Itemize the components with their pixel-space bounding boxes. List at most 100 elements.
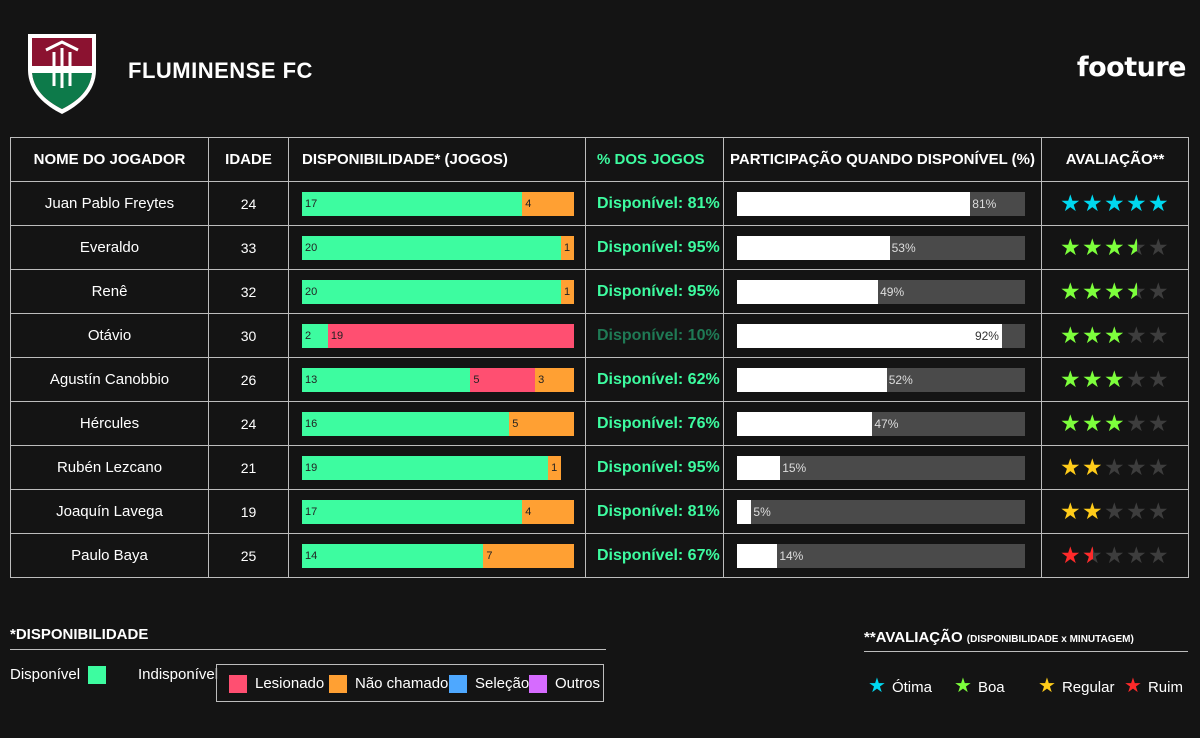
star-icon: ★ xyxy=(1126,542,1149,568)
star-icon: ★ xyxy=(1126,322,1149,348)
available-segment: 19 xyxy=(302,455,549,480)
selection-swatch xyxy=(449,675,467,694)
rating-excellent: ★ Ótima xyxy=(868,673,932,698)
star-excellent-icon: ★ xyxy=(868,675,886,697)
participation-label: 53% xyxy=(891,240,916,255)
participation-fill xyxy=(737,411,873,436)
availability-pct: Disponível: 95% xyxy=(585,225,724,270)
availability-cell: 17 4 xyxy=(288,489,586,534)
player-age: 24 xyxy=(208,401,289,446)
rating-stars: ★★★★★ xyxy=(1041,357,1189,402)
star-icon: ★ xyxy=(1104,190,1127,216)
participation-bar: 53% xyxy=(737,235,1025,260)
rating-regular: ★ Regular xyxy=(1038,673,1114,698)
participation-bar: 49% xyxy=(737,279,1025,304)
participation-cell: 52% xyxy=(723,357,1042,402)
participation-label: 47% xyxy=(874,416,899,431)
star-icon: ★★ xyxy=(1082,542,1105,568)
table-row: Rubén Lezcano 21 19 1 Disponível: 95% 15% ★★★★… xyxy=(10,445,1189,490)
legend-selection-label: Seleção xyxy=(475,675,530,692)
player-name: Juan Pablo Freytes xyxy=(10,181,209,226)
participation-bar: 5% xyxy=(737,499,1025,524)
availability-cell: 20 1 xyxy=(288,269,586,314)
player-age: 32 xyxy=(208,269,289,314)
header-rating: AVALIAÇÃO** xyxy=(1041,137,1189,182)
participation-label: 49% xyxy=(880,284,905,299)
not-called-segment: 4 xyxy=(522,499,574,524)
availability-cell: 2 19 xyxy=(288,313,586,358)
header: FLUMINENSE FC footure xyxy=(0,0,1200,130)
star-icon: ★ xyxy=(1060,234,1083,260)
legend-injured-label: Lesionado xyxy=(255,675,325,692)
star-icon: ★ xyxy=(1148,542,1171,568)
availability-pct: Disponível: 81% xyxy=(585,489,724,534)
star-icon: ★ xyxy=(1148,234,1171,260)
availability-pct: Disponível: 95% xyxy=(585,269,724,314)
player-name: Renê xyxy=(10,269,209,314)
brand-logo: footure xyxy=(1076,52,1187,83)
star-icon: ★ xyxy=(1148,366,1171,392)
participation-cell: 53% xyxy=(723,225,1042,270)
rating-excellent-label: Ótima xyxy=(891,679,932,696)
available-segment: 20 xyxy=(302,235,562,260)
availability-pct: Disponível: 62% xyxy=(585,357,724,402)
star-icon: ★ xyxy=(1060,498,1083,524)
legend-not-called-label: Não chamado xyxy=(355,675,449,692)
availability-pct: Disponível: 76% xyxy=(585,401,724,446)
star-icon: ★ xyxy=(1060,190,1083,216)
star-good-icon: ★ xyxy=(954,675,972,697)
player-name: Hércules xyxy=(10,401,209,446)
injured-segment: 5 xyxy=(470,367,536,392)
rating-stars: ★★★★★ xyxy=(1041,313,1189,358)
availability-bar: 19 1 xyxy=(302,455,585,480)
star-icon: ★ xyxy=(1082,410,1105,436)
legend-available: Disponível xyxy=(10,666,107,685)
rating-stars: ★★★★★ xyxy=(1041,489,1189,534)
legend-title: *DISPONIBILIDADE xyxy=(10,626,606,650)
availability-bar: 13 5 3 xyxy=(302,367,585,392)
star-icon: ★ xyxy=(1126,410,1149,436)
star-icon: ★ xyxy=(1104,322,1127,348)
rating-legend-title: **AVALIAÇÃO (DISPONIBILIDADE x MINUTAGEM… xyxy=(864,629,1188,652)
available-swatch xyxy=(88,666,107,685)
availability-bar: 16 5 xyxy=(302,411,585,436)
rating-stars: ★★★★★ xyxy=(1041,445,1189,490)
injured-segment: 19 xyxy=(327,323,574,348)
participation-bar: 47% xyxy=(737,411,1025,436)
star-icon: ★ xyxy=(1148,278,1171,304)
availability-bar: 14 7 xyxy=(302,543,585,568)
rating-stars: ★★★★★★ xyxy=(1041,533,1189,578)
rating-good-label: Boa xyxy=(977,679,1005,696)
player-age: 21 xyxy=(208,445,289,490)
star-icon: ★ xyxy=(1104,498,1127,524)
rating-subtitle: (DISPONIBILIDADE x MINUTAGEM) xyxy=(966,634,1134,645)
participation-fill xyxy=(737,323,1002,348)
header-availability: DISPONIBILIDADE* (JOGOS) xyxy=(288,137,586,182)
others-swatch xyxy=(529,675,547,694)
not-called-swatch xyxy=(329,675,347,694)
half-star-icon: ★ xyxy=(1126,234,1137,261)
star-icon: ★ xyxy=(1104,234,1127,260)
availability-pct: Disponível: 10% xyxy=(585,313,724,358)
table-row: Joaquín Lavega 19 17 4 Disponível: 81% 5% ★★★★… xyxy=(10,489,1189,534)
club-name: FLUMINENSE FC xyxy=(128,58,313,83)
player-age: 24 xyxy=(208,181,289,226)
player-age: 26 xyxy=(208,357,289,402)
star-icon: ★ xyxy=(1126,366,1149,392)
legend-others: Outros xyxy=(529,675,600,694)
star-regular-icon: ★ xyxy=(1038,675,1056,697)
rating-stars: ★★★★★★ xyxy=(1041,269,1189,314)
availability-pct: Disponível: 81% xyxy=(585,181,724,226)
available-segment: 20 xyxy=(302,279,562,304)
star-icon: ★ xyxy=(1104,542,1127,568)
availability-bar: 17 4 xyxy=(302,191,585,216)
player-name: Joaquín Lavega xyxy=(10,489,209,534)
availability-bar: 2 19 xyxy=(302,323,585,348)
header-participation: PARTICIPAÇÃO QUANDO DISPONÍVEL (%) xyxy=(723,137,1042,182)
star-icon: ★ xyxy=(1060,410,1083,436)
participation-fill xyxy=(737,235,890,260)
player-age: 30 xyxy=(208,313,289,358)
star-icon: ★ xyxy=(1060,454,1083,480)
player-age: 19 xyxy=(208,489,289,534)
